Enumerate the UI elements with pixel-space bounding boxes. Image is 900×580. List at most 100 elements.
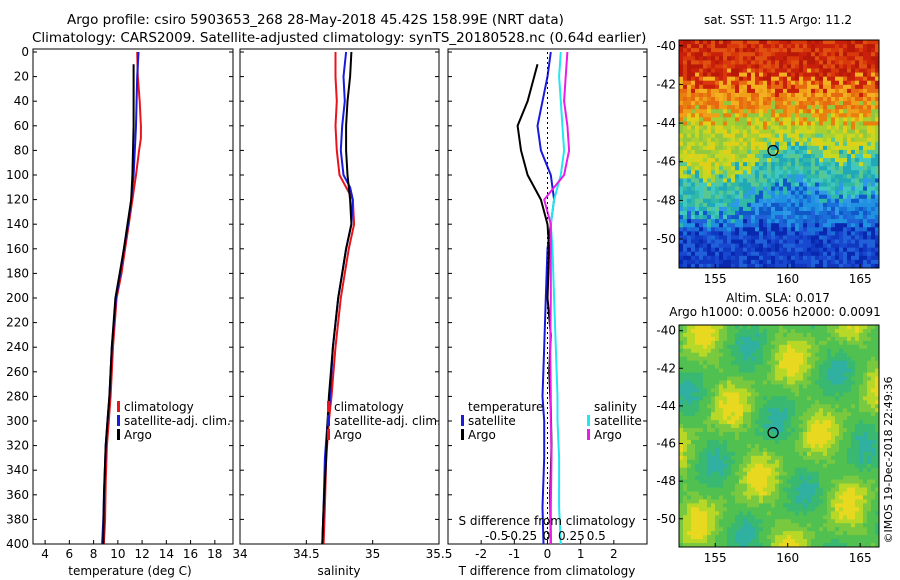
map-cell xyxy=(743,372,748,377)
map-cell xyxy=(799,348,804,354)
map-cell xyxy=(779,72,784,78)
map-cell xyxy=(723,384,728,389)
map-cell xyxy=(731,202,736,208)
map-cell xyxy=(871,129,876,135)
map-cell xyxy=(855,202,860,208)
map-cell xyxy=(863,44,868,49)
map-cell xyxy=(735,467,740,473)
map-cell xyxy=(743,48,748,53)
map-cell xyxy=(847,198,852,204)
map-cell xyxy=(803,408,808,413)
map-cell xyxy=(755,463,760,469)
map-cell xyxy=(799,162,804,167)
map-cell xyxy=(763,400,768,405)
map-cell xyxy=(787,68,792,73)
map-cell xyxy=(863,202,868,208)
map-cell xyxy=(739,372,744,377)
map-cell xyxy=(695,432,700,437)
map-cell xyxy=(827,64,832,69)
map-cell xyxy=(743,263,748,269)
map-cell xyxy=(851,328,856,334)
map-cell xyxy=(815,447,820,453)
difference-plot: -2 -1 0 1 2 xyxy=(448,51,647,561)
y-tick-label: 0 xyxy=(21,45,29,59)
map-cell xyxy=(875,162,880,167)
map-cell xyxy=(779,48,784,53)
map-cell xyxy=(731,198,736,204)
map-cell xyxy=(807,432,812,437)
map-cell xyxy=(751,356,756,362)
map-cell xyxy=(715,432,720,437)
map-cell xyxy=(755,404,760,409)
map-cell xyxy=(723,117,728,122)
map-cell xyxy=(803,101,808,106)
map-cell xyxy=(819,436,824,441)
map-cell xyxy=(843,332,848,338)
s-difference-axis-label: S difference from climatology xyxy=(459,514,636,528)
map-cell xyxy=(703,400,708,405)
map-cell xyxy=(867,408,872,413)
map-cell xyxy=(799,44,804,49)
map-cell xyxy=(791,247,796,253)
map-cell xyxy=(823,336,828,342)
map-cell xyxy=(791,72,796,78)
map-cell xyxy=(803,68,808,73)
legend-s-satellite: satellite xyxy=(594,414,642,428)
map-cell xyxy=(827,198,832,204)
map-cell xyxy=(827,424,832,429)
map-cell xyxy=(859,178,864,183)
map-cell xyxy=(727,206,732,212)
map-cell xyxy=(679,360,684,366)
map-cell xyxy=(707,459,712,465)
map-cell xyxy=(795,170,800,175)
map-cell xyxy=(699,182,704,187)
map-cell xyxy=(767,137,772,143)
map-cell xyxy=(791,219,796,224)
map-cell xyxy=(779,80,784,86)
map-cell xyxy=(747,352,752,358)
map-cell xyxy=(835,190,840,196)
map-cell xyxy=(779,404,784,409)
map-cell xyxy=(755,219,760,224)
map-cell xyxy=(735,428,740,433)
map-cell xyxy=(871,416,876,421)
map-cell xyxy=(835,154,840,159)
map-cell xyxy=(875,243,880,249)
map-cell xyxy=(867,178,872,183)
map-cell xyxy=(771,428,776,433)
map-cell xyxy=(751,325,756,330)
map-cell xyxy=(859,44,864,49)
map-cell xyxy=(807,243,812,249)
x-tick-label: 34.5 xyxy=(293,547,320,561)
map-cell xyxy=(715,463,720,469)
map-cell xyxy=(867,344,872,350)
map-cell xyxy=(863,133,868,139)
map-cell xyxy=(847,420,852,425)
map-cell xyxy=(811,325,816,330)
map-cell xyxy=(843,412,848,417)
map-cell xyxy=(707,174,712,179)
map-cell xyxy=(775,356,780,362)
map-cell xyxy=(703,190,708,196)
map-cell xyxy=(807,194,812,200)
map-cell xyxy=(823,101,828,106)
map-cell xyxy=(847,432,852,437)
map-cell xyxy=(875,376,880,381)
map-cell xyxy=(791,459,796,465)
map-cell xyxy=(735,372,740,377)
map-cell xyxy=(719,170,724,175)
map-cell xyxy=(727,88,732,94)
map-cell xyxy=(715,451,720,457)
map-cell xyxy=(815,239,820,244)
map-cell xyxy=(711,239,716,244)
map-cell xyxy=(755,113,760,118)
map-cell xyxy=(871,141,876,147)
map-cell xyxy=(851,376,856,381)
map-cell xyxy=(731,56,736,61)
map-cell xyxy=(735,356,740,362)
map-cell xyxy=(815,424,820,429)
map-cell xyxy=(767,348,772,354)
map-cell xyxy=(707,158,712,163)
map-cell xyxy=(787,439,792,445)
map-cell xyxy=(747,239,752,244)
